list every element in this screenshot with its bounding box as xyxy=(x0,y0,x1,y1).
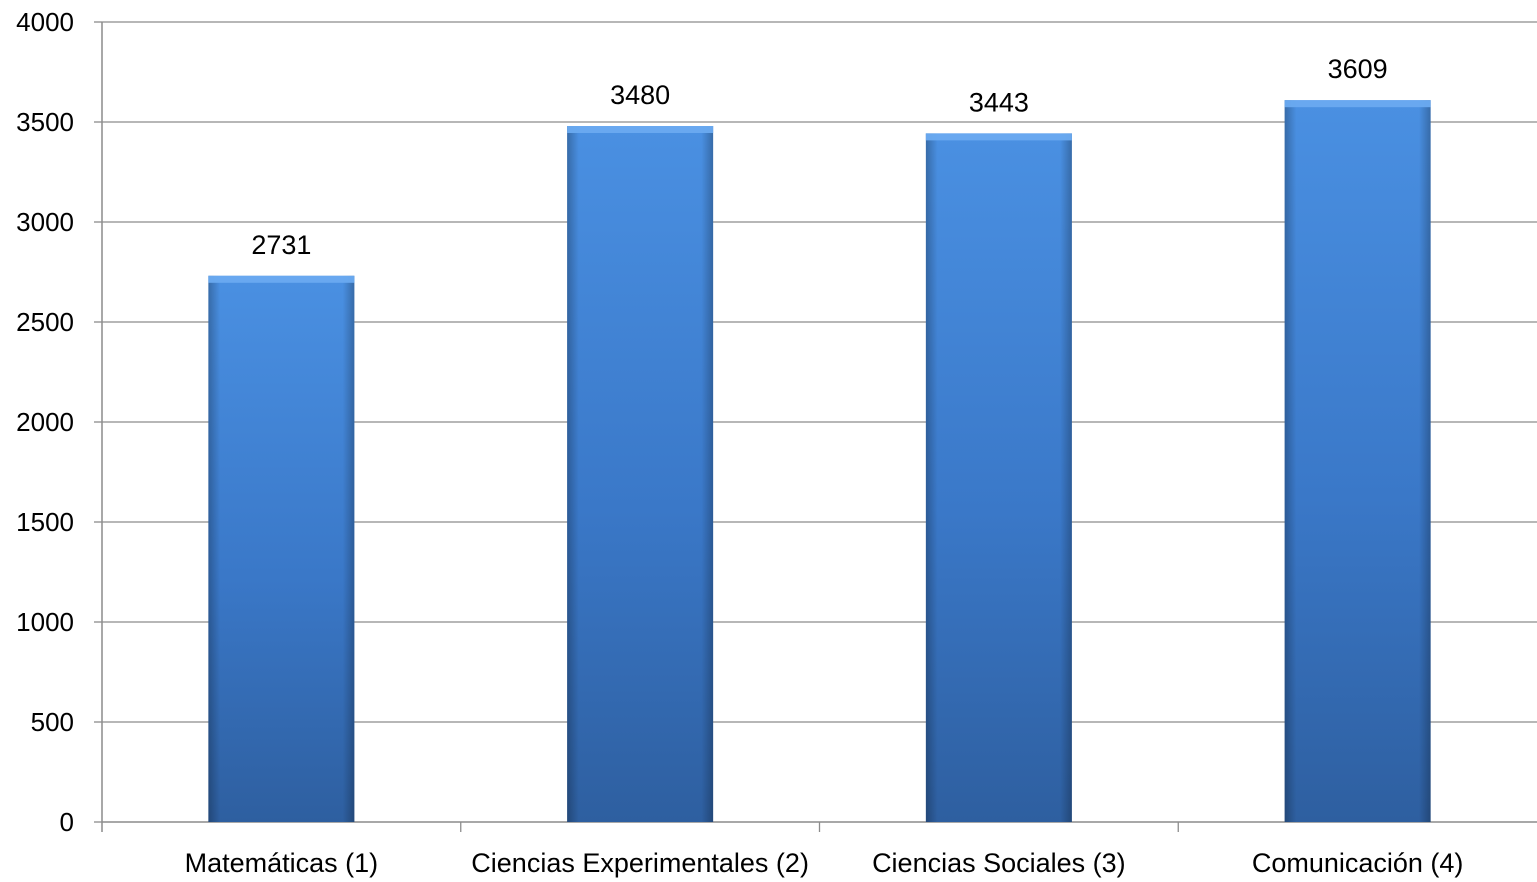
data-label: 2731 xyxy=(251,230,311,260)
x-category-label: Comunicación (4) xyxy=(1252,848,1464,878)
y-tick-label: 1500 xyxy=(16,507,74,537)
bar xyxy=(1284,100,1431,822)
bar-cap xyxy=(925,133,1072,141)
bar-shading xyxy=(1284,100,1431,822)
y-tick-label: 4000 xyxy=(16,7,74,37)
data-label: 3480 xyxy=(610,80,670,110)
y-tick-label: 1000 xyxy=(16,607,74,637)
bar-shading xyxy=(567,126,714,822)
bar xyxy=(567,126,714,822)
bar xyxy=(925,133,1072,822)
bar-shading xyxy=(208,275,355,822)
x-category-label: Ciencias Experimentales (2) xyxy=(471,848,809,878)
y-tick-label: 2500 xyxy=(16,307,74,337)
data-label: 3443 xyxy=(969,87,1029,117)
y-tick-label: 3000 xyxy=(16,207,74,237)
bar-cap xyxy=(1284,100,1431,108)
bar-cap xyxy=(208,275,355,283)
y-tick-label: 2000 xyxy=(16,407,74,437)
y-tick-label: 500 xyxy=(31,707,74,737)
y-tick-label: 0 xyxy=(60,807,74,837)
bar-shading xyxy=(925,133,1072,822)
bar xyxy=(208,275,355,822)
x-category-label: Ciencias Sociales (3) xyxy=(872,848,1126,878)
bars xyxy=(208,100,1431,822)
y-tick-label: 3500 xyxy=(16,107,74,137)
data-label: 3609 xyxy=(1328,54,1388,84)
bar-cap xyxy=(567,126,714,133)
x-category-label: Matemáticas (1) xyxy=(185,848,379,878)
labels: 0 500 1000 1500 2000 2500 3000 3500 4000 2731 Mate… xyxy=(16,7,1463,878)
